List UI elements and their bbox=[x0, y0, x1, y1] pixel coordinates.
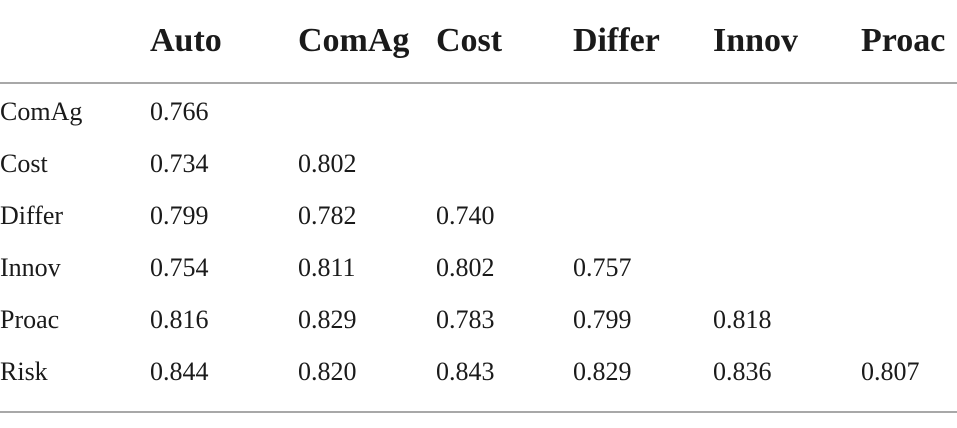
table-cell: 0.802 bbox=[436, 253, 495, 282]
table-cell: 0.799 bbox=[573, 305, 632, 334]
table-cell: 0.766 bbox=[150, 97, 209, 126]
row-label: ComAg bbox=[0, 97, 83, 126]
table-cell bbox=[861, 294, 957, 346]
table-cell: 0.829 bbox=[573, 357, 632, 386]
header-cell-comag: ComAg bbox=[298, 22, 410, 59]
table-cell bbox=[298, 83, 436, 138]
table-cell: 0.802 bbox=[298, 149, 357, 178]
table-cell: 0.820 bbox=[298, 357, 357, 386]
row-label: Risk bbox=[0, 357, 48, 386]
table-cell: 0.740 bbox=[436, 201, 495, 230]
table-cell: 0.818 bbox=[713, 305, 772, 334]
table-cell bbox=[713, 138, 861, 190]
table-cell bbox=[713, 83, 861, 138]
header-cell-empty bbox=[0, 0, 150, 83]
table-cell: 0.754 bbox=[150, 253, 209, 282]
table-cell bbox=[573, 138, 713, 190]
table-cell bbox=[436, 138, 573, 190]
header-row: Auto ComAg Cost Differ Innov Proac bbox=[0, 0, 957, 83]
table-cell: 0.757 bbox=[573, 253, 632, 282]
table-cell: 0.844 bbox=[150, 357, 209, 386]
table-body: ComAg 0.766 Cost 0.734 0.802 Differ 0.79… bbox=[0, 83, 957, 398]
table-cell: 0.811 bbox=[298, 253, 356, 282]
row-label: Innov bbox=[0, 253, 61, 282]
table-cell: 0.829 bbox=[298, 305, 357, 334]
header-cell-differ: Differ bbox=[573, 22, 660, 59]
table-row: ComAg 0.766 bbox=[0, 83, 957, 138]
correlation-table: Auto ComAg Cost Differ Innov Proac ComAg… bbox=[0, 0, 957, 398]
table-cell bbox=[436, 83, 573, 138]
table-row: Differ 0.799 0.782 0.740 bbox=[0, 190, 957, 242]
row-label: Proac bbox=[0, 305, 60, 334]
table-header: Auto ComAg Cost Differ Innov Proac bbox=[0, 0, 957, 83]
table-cell bbox=[713, 190, 861, 242]
table-cell bbox=[861, 242, 957, 294]
header-cell-auto: Auto bbox=[150, 22, 222, 59]
table-cell: 0.807 bbox=[861, 357, 920, 386]
table-cell: 0.799 bbox=[150, 201, 209, 230]
table-cell: 0.783 bbox=[436, 305, 495, 334]
row-label: Cost bbox=[0, 149, 48, 178]
table-cell: 0.734 bbox=[150, 149, 209, 178]
row-label: Differ bbox=[0, 201, 64, 230]
table-cell: 0.816 bbox=[150, 305, 209, 334]
table-cell: 0.782 bbox=[298, 201, 357, 230]
table-row: Proac 0.816 0.829 0.783 0.799 0.818 bbox=[0, 294, 957, 346]
table-row: Cost 0.734 0.802 bbox=[0, 138, 957, 190]
table-cell bbox=[573, 83, 713, 138]
table-cell bbox=[861, 190, 957, 242]
table-cell bbox=[713, 242, 861, 294]
bottom-divider bbox=[0, 411, 957, 413]
table-cell bbox=[573, 190, 713, 242]
table-row: Risk 0.844 0.820 0.843 0.829 0.836 0.807 bbox=[0, 346, 957, 398]
header-cell-proac: Proac bbox=[861, 22, 946, 59]
header-cell-innov: Innov bbox=[713, 22, 799, 59]
table-cell: 0.836 bbox=[713, 357, 772, 386]
table-row: Innov 0.754 0.811 0.802 0.757 bbox=[0, 242, 957, 294]
table-cell bbox=[861, 138, 957, 190]
header-cell-cost: Cost bbox=[436, 22, 503, 59]
table-cell: 0.843 bbox=[436, 357, 495, 386]
table-cell bbox=[861, 83, 957, 138]
